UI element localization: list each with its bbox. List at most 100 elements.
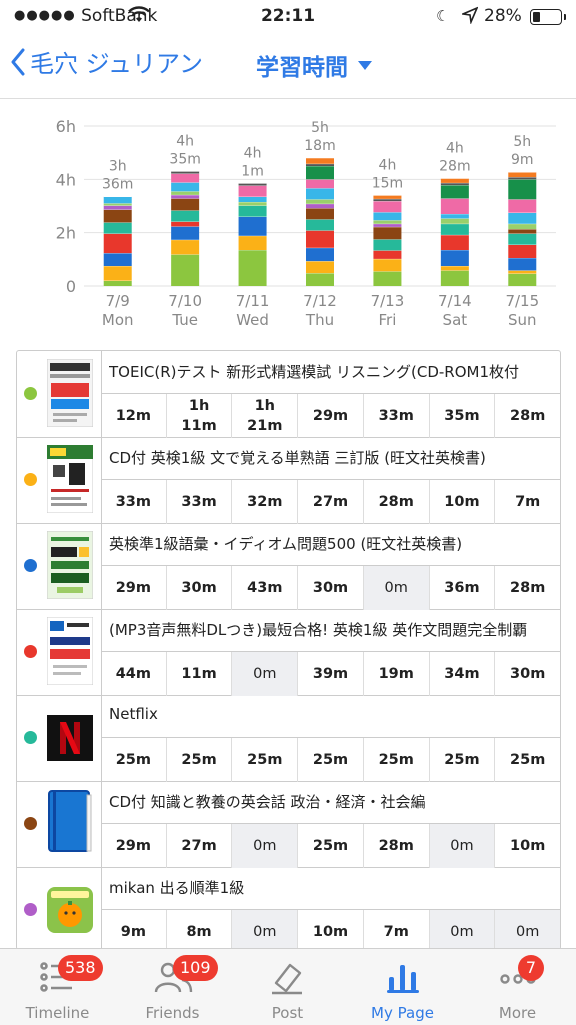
daily-times: 44m 11m 0m 39m 19m 34m 30m <box>101 651 560 696</box>
time-cell: 30m <box>167 566 233 610</box>
time-cell: 25m <box>430 738 496 782</box>
x-day-label: Sun <box>508 311 537 329</box>
time-cell: 43m <box>232 566 299 610</box>
material-row[interactable]: CD付 英検1級 文で覚える単熟語 三訂版 (旺文社英検書) 33m 33m 32m 2… <box>17 437 560 524</box>
bar-total-hours: 3h <box>109 159 127 175</box>
bar-segment <box>238 196 267 202</box>
time-cell: 44m <box>101 652 167 696</box>
tab-label: My Page <box>371 1004 434 1022</box>
bar-segment <box>440 182 469 186</box>
signal-dots-icon: ●●●●● <box>14 8 76 23</box>
bar-segment <box>373 198 402 202</box>
bar-total-hours: 5h <box>311 120 329 136</box>
time-cell: 28m <box>510 408 546 424</box>
tab-label: Friends <box>145 1004 200 1022</box>
x-day-label: Wed <box>236 311 269 329</box>
tab-more[interactable]: More 7 <box>460 949 575 1025</box>
daily-times: 9m 8m 0m 10m 7m 0m 0m <box>101 909 560 949</box>
time-cell: 7m <box>364 910 430 949</box>
y-tick-label: 2h <box>56 224 76 243</box>
material-row-left <box>17 437 102 523</box>
bar-segment <box>508 212 537 224</box>
material-row[interactable]: TOEIC(R)テスト 新形式精選模試 リスニング(CD-ROM1枚付 12m 1h… <box>17 351 560 438</box>
bar-total-hours: 5h <box>513 134 531 150</box>
x-date-label: 7/15 <box>505 292 539 310</box>
bar-segment <box>306 203 334 209</box>
color-dot-icon <box>24 559 37 572</box>
bar-segment <box>103 266 132 281</box>
bar-segment <box>508 244 537 258</box>
bar-segment <box>373 271 402 286</box>
tab-friends[interactable]: Friends 109 <box>115 949 230 1025</box>
page-title: 学習時間 <box>256 55 348 81</box>
x-date-label: 7/9 <box>106 292 130 310</box>
bar-segment <box>508 229 537 234</box>
time-cell: 10m <box>510 838 546 854</box>
material-row[interactable]: CD付 知識と教養の英会話 政治・経済・社会編 29m 27m 0m 25m 28m 0m 1… <box>17 781 560 868</box>
bar-segment <box>508 233 537 245</box>
period-selector[interactable]: 学習時間 <box>256 48 372 82</box>
my-page-bar-chart-icon <box>383 959 423 995</box>
bar-segment <box>103 233 132 254</box>
bar-segment <box>508 258 537 271</box>
bar-segment <box>171 194 200 199</box>
tab-label: Timeline <box>25 1004 90 1022</box>
time-cell: 29m <box>298 394 364 438</box>
bar-segment <box>373 250 402 259</box>
bar-total-hours: 4h <box>446 140 464 156</box>
time-cell: 39m <box>298 652 364 696</box>
material-row[interactable]: Netflix 25m 25m 25m 25m 25m 25m 25m <box>17 695 560 782</box>
bar-segment <box>306 219 334 231</box>
bar-segment <box>440 223 469 235</box>
tab-timeline[interactable]: Timeline 538 <box>0 949 115 1025</box>
bar-total-hours: 4h <box>244 145 262 161</box>
time-cell: 8m <box>167 910 233 949</box>
material-title: 英検準1級語彙・イディオム問題500 (旺文社英検書) <box>109 535 463 553</box>
bar-segment <box>373 258 402 272</box>
bar-segment <box>373 195 402 199</box>
bar-segment <box>306 163 334 166</box>
time-cell: 0m <box>495 910 560 949</box>
bar-segment <box>238 183 267 186</box>
bar-total-minutes: 9m <box>511 152 534 168</box>
bar-segment <box>238 216 267 236</box>
tab-label: Post <box>271 1004 304 1022</box>
bar-total-hours: 4h <box>176 133 194 149</box>
time-cell: 28m <box>510 580 546 596</box>
bar-segment <box>440 198 469 214</box>
notification-badge: 7 <box>518 955 544 981</box>
bar-segment <box>440 185 469 199</box>
time-cell: 11m <box>167 652 233 696</box>
color-dot-icon <box>24 645 37 658</box>
bar-segment <box>306 261 334 274</box>
bar-total-minutes: 18m <box>304 138 335 154</box>
bar-segment <box>103 209 132 223</box>
bar-segment <box>171 171 200 174</box>
material-row[interactable]: mikan 出る順準1級 9m 8m 0m 10m 7m 0m 0m <box>17 867 560 949</box>
material-row[interactable]: 英検準1級語彙・イディオム問題500 (旺文社英検書) 29m 30m 43m 30m 0… <box>17 523 560 610</box>
book-cover-eiken-tango-icon <box>46 444 94 514</box>
time-cell: 10m <box>430 480 496 524</box>
moon-icon: ☾ <box>436 7 450 25</box>
bar-segment <box>440 218 469 224</box>
bar-segment <box>238 250 267 286</box>
bar-segment <box>440 234 469 250</box>
back-button[interactable]: 毛穴 ジュリアン <box>10 44 203 79</box>
material-row[interactable]: (MP3音声無料DLつき)最短合格! 英検1級 英作文問題完全制覇 44m 11m 0… <box>17 609 560 696</box>
bar-segment <box>238 205 267 217</box>
time-cell: 36m <box>430 566 496 610</box>
time-cell: 9m <box>101 910 167 949</box>
blue-book-icon <box>47 789 93 857</box>
x-day-label: Tue <box>171 311 198 329</box>
bar-total-minutes: 36m <box>102 177 133 193</box>
bar-segment <box>306 230 334 248</box>
tab-my-page[interactable]: My Page <box>345 949 460 1025</box>
bar-total-minutes: 1m <box>241 163 264 179</box>
tab-post[interactable]: Post <box>230 949 345 1025</box>
bar-total-minutes: 15m <box>372 175 403 191</box>
wifi-icon <box>128 6 150 29</box>
color-dot-icon <box>24 387 37 400</box>
material-title: mikan 出る順準1級 <box>109 879 245 897</box>
bar-segment <box>373 220 402 224</box>
